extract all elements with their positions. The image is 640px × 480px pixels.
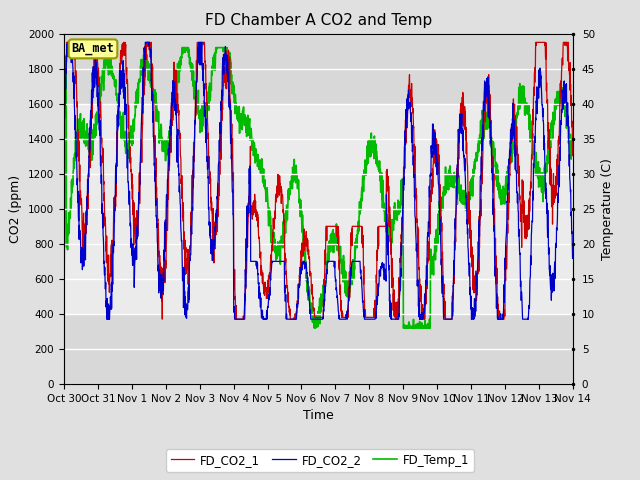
Title: FD Chamber A CO2 and Temp: FD Chamber A CO2 and Temp: [205, 13, 432, 28]
FD_CO2_1: [333, 223, 341, 229]
FD_CO2_2: [103, 316, 111, 322]
FD_CO2_2: [60, 121, 68, 127]
Y-axis label: CO2 (ppm): CO2 (ppm): [10, 175, 22, 243]
Line: FD_CO2_1: FD_CO2_1: [64, 42, 573, 319]
Legend: FD_CO2_1, FD_CO2_2, FD_Temp_1: FD_CO2_1, FD_CO2_2, FD_Temp_1: [166, 449, 474, 472]
FD_CO2_2: [344, 302, 352, 308]
FD_CO2_1: [60, 88, 68, 94]
FD_CO2_1: [569, 153, 577, 158]
FD_CO2_1: [538, 39, 546, 45]
FD_CO2_2: [569, 246, 577, 252]
FD_Temp_1: [333, 247, 341, 253]
FD_CO2_2: [64, 39, 72, 45]
Line: FD_CO2_2: FD_CO2_2: [64, 42, 573, 319]
FD_Temp_1: [467, 179, 474, 184]
FD_Temp_1: [202, 112, 210, 118]
FD_Temp_1: [569, 147, 577, 153]
FD_CO2_1: [467, 208, 474, 214]
FD_CO2_1: [524, 227, 532, 232]
FD_CO2_2: [202, 137, 210, 143]
FD_CO2_1: [63, 39, 70, 45]
FD_CO2_2: [524, 316, 532, 322]
FD_CO2_2: [467, 285, 474, 290]
FD_Temp_1: [60, 283, 68, 289]
X-axis label: Time: Time: [303, 409, 334, 422]
FD_CO2_2: [333, 295, 341, 300]
FD_CO2_1: [344, 311, 352, 316]
FD_Temp_1: [310, 325, 318, 331]
FD_Temp_1: [524, 109, 532, 115]
FD_CO2_1: [232, 316, 239, 322]
FD_CO2_1: [202, 81, 210, 86]
FD_Temp_1: [178, 45, 186, 50]
FD_Temp_1: [538, 175, 546, 180]
Text: BA_met: BA_met: [72, 42, 115, 55]
Bar: [64, 34, 573, 104]
FD_CO2_2: [538, 102, 546, 108]
Line: FD_Temp_1: FD_Temp_1: [64, 48, 573, 328]
Y-axis label: Temperature (C): Temperature (C): [600, 158, 614, 260]
FD_Temp_1: [344, 283, 352, 288]
Bar: [64, 314, 573, 384]
